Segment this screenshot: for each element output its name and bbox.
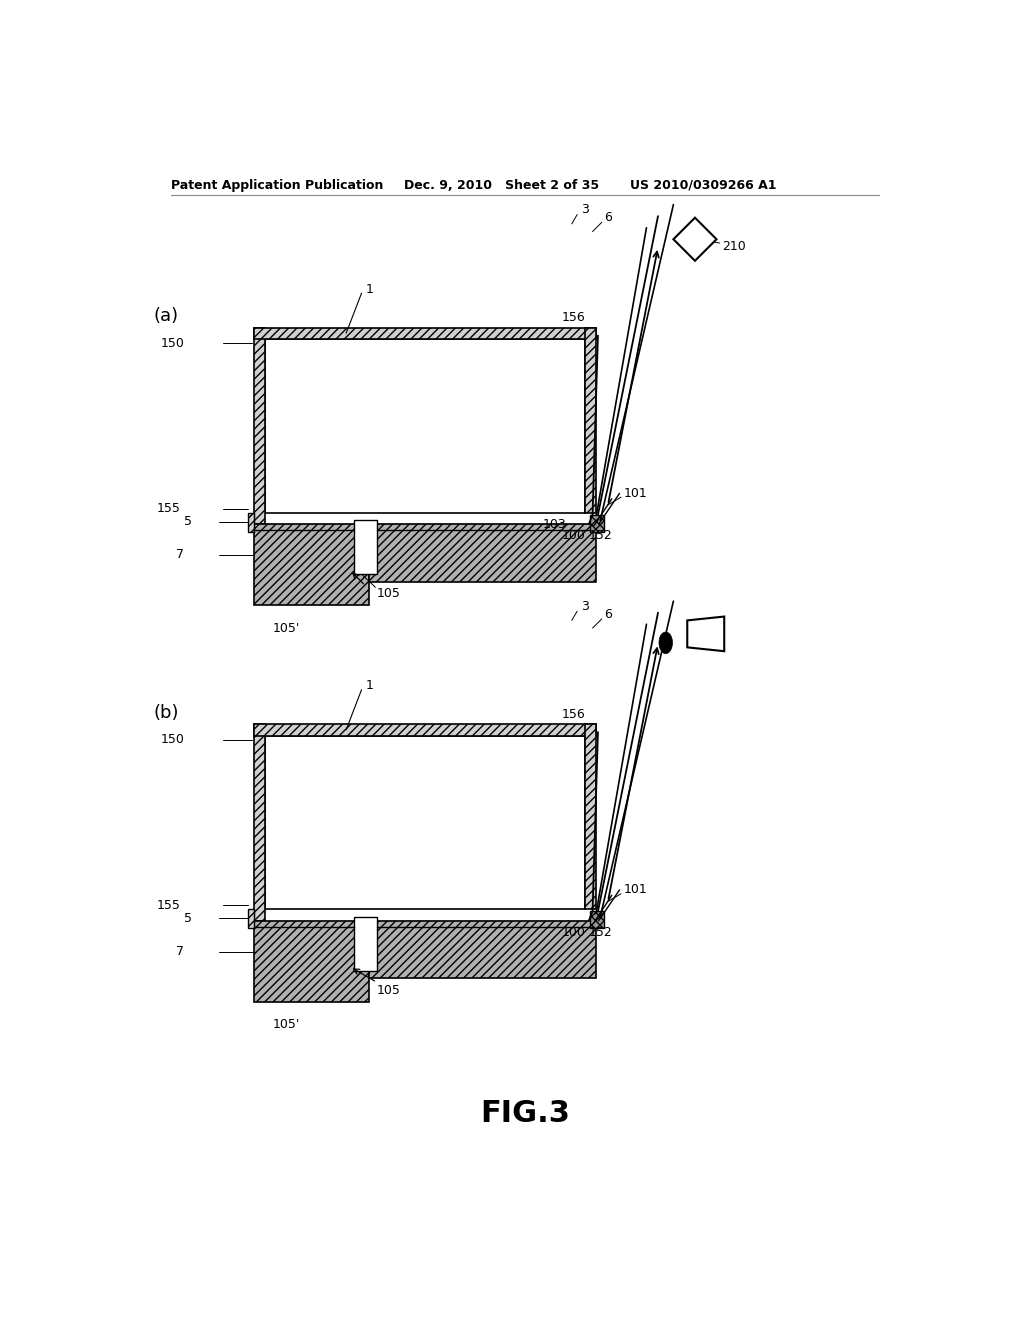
Bar (248, 909, 254, 928)
Text: 1: 1 (366, 680, 374, 693)
Bar (254, 921, 596, 927)
Bar (254, 725, 596, 737)
Bar (354, 917, 377, 970)
Bar (585, 725, 596, 909)
Bar (590, 911, 604, 928)
Text: 3: 3 (581, 601, 589, 612)
Text: 100: 100 (562, 529, 586, 543)
Text: 5: 5 (184, 515, 193, 528)
Text: 152: 152 (589, 925, 612, 939)
Text: 105: 105 (377, 587, 400, 601)
Bar (265, 339, 585, 512)
Bar (370, 524, 596, 582)
Text: 155: 155 (157, 502, 180, 515)
Text: 6: 6 (604, 211, 612, 224)
Text: 105': 105' (273, 622, 300, 635)
Text: 7: 7 (176, 945, 184, 958)
Text: 210: 210 (722, 240, 745, 253)
Text: Patent Application Publication: Patent Application Publication (171, 178, 383, 191)
Text: 156: 156 (562, 708, 586, 721)
Text: 1: 1 (366, 282, 374, 296)
Text: 101: 101 (624, 487, 647, 500)
Text: US 2010/0309266 A1: US 2010/0309266 A1 (630, 178, 776, 191)
Bar (590, 515, 604, 532)
Text: 150: 150 (161, 337, 184, 350)
Text: 101: 101 (624, 883, 647, 896)
Bar (254, 725, 265, 921)
Text: 152: 152 (589, 529, 612, 543)
Text: (a): (a) (154, 308, 179, 325)
Text: Dec. 9, 2010   Sheet 2 of 35: Dec. 9, 2010 Sheet 2 of 35 (403, 178, 599, 191)
Bar (254, 921, 370, 1002)
Text: 105': 105' (273, 1018, 300, 1031)
Bar (585, 327, 596, 512)
Bar (265, 737, 585, 909)
Bar (254, 524, 370, 605)
Bar (354, 520, 377, 574)
Text: 7: 7 (176, 548, 184, 561)
Polygon shape (674, 218, 717, 261)
Text: 103: 103 (543, 517, 566, 531)
Bar (254, 327, 265, 524)
Text: 3: 3 (581, 203, 589, 216)
Bar (248, 512, 254, 532)
Text: FIG.3: FIG.3 (480, 1098, 569, 1127)
Bar (370, 921, 596, 978)
Polygon shape (687, 616, 724, 651)
Text: 156: 156 (562, 312, 586, 325)
Text: 155: 155 (157, 899, 180, 912)
Text: 6: 6 (604, 607, 612, 620)
Bar (254, 327, 596, 339)
Text: 100: 100 (562, 925, 586, 939)
Text: 150: 150 (161, 733, 184, 746)
Text: 105: 105 (377, 983, 400, 997)
Text: 5: 5 (184, 912, 193, 925)
Polygon shape (659, 632, 673, 653)
Text: (b): (b) (154, 704, 179, 722)
Bar (254, 524, 596, 531)
